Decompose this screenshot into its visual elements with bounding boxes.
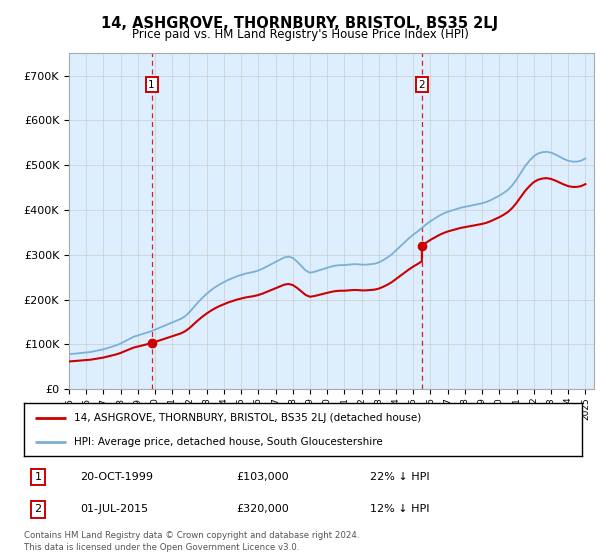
Text: £103,000: £103,000	[236, 472, 289, 482]
Text: Contains HM Land Registry data © Crown copyright and database right 2024.
This d: Contains HM Land Registry data © Crown c…	[24, 531, 359, 552]
Text: 1: 1	[148, 80, 155, 90]
Text: 22% ↓ HPI: 22% ↓ HPI	[370, 472, 430, 482]
Text: 2: 2	[419, 80, 425, 90]
Text: 2: 2	[34, 505, 41, 515]
Text: 14, ASHGROVE, THORNBURY, BRISTOL, BS35 2LJ (detached house): 14, ASHGROVE, THORNBURY, BRISTOL, BS35 2…	[74, 413, 421, 423]
Text: 20-OCT-1999: 20-OCT-1999	[80, 472, 153, 482]
Text: Price paid vs. HM Land Registry's House Price Index (HPI): Price paid vs. HM Land Registry's House …	[131, 28, 469, 41]
Text: 12% ↓ HPI: 12% ↓ HPI	[370, 505, 430, 515]
Text: HPI: Average price, detached house, South Gloucestershire: HPI: Average price, detached house, Sout…	[74, 437, 383, 447]
Text: 14, ASHGROVE, THORNBURY, BRISTOL, BS35 2LJ: 14, ASHGROVE, THORNBURY, BRISTOL, BS35 2…	[101, 16, 499, 31]
Text: £320,000: £320,000	[236, 505, 289, 515]
Text: 01-JUL-2015: 01-JUL-2015	[80, 505, 148, 515]
Text: 1: 1	[34, 472, 41, 482]
